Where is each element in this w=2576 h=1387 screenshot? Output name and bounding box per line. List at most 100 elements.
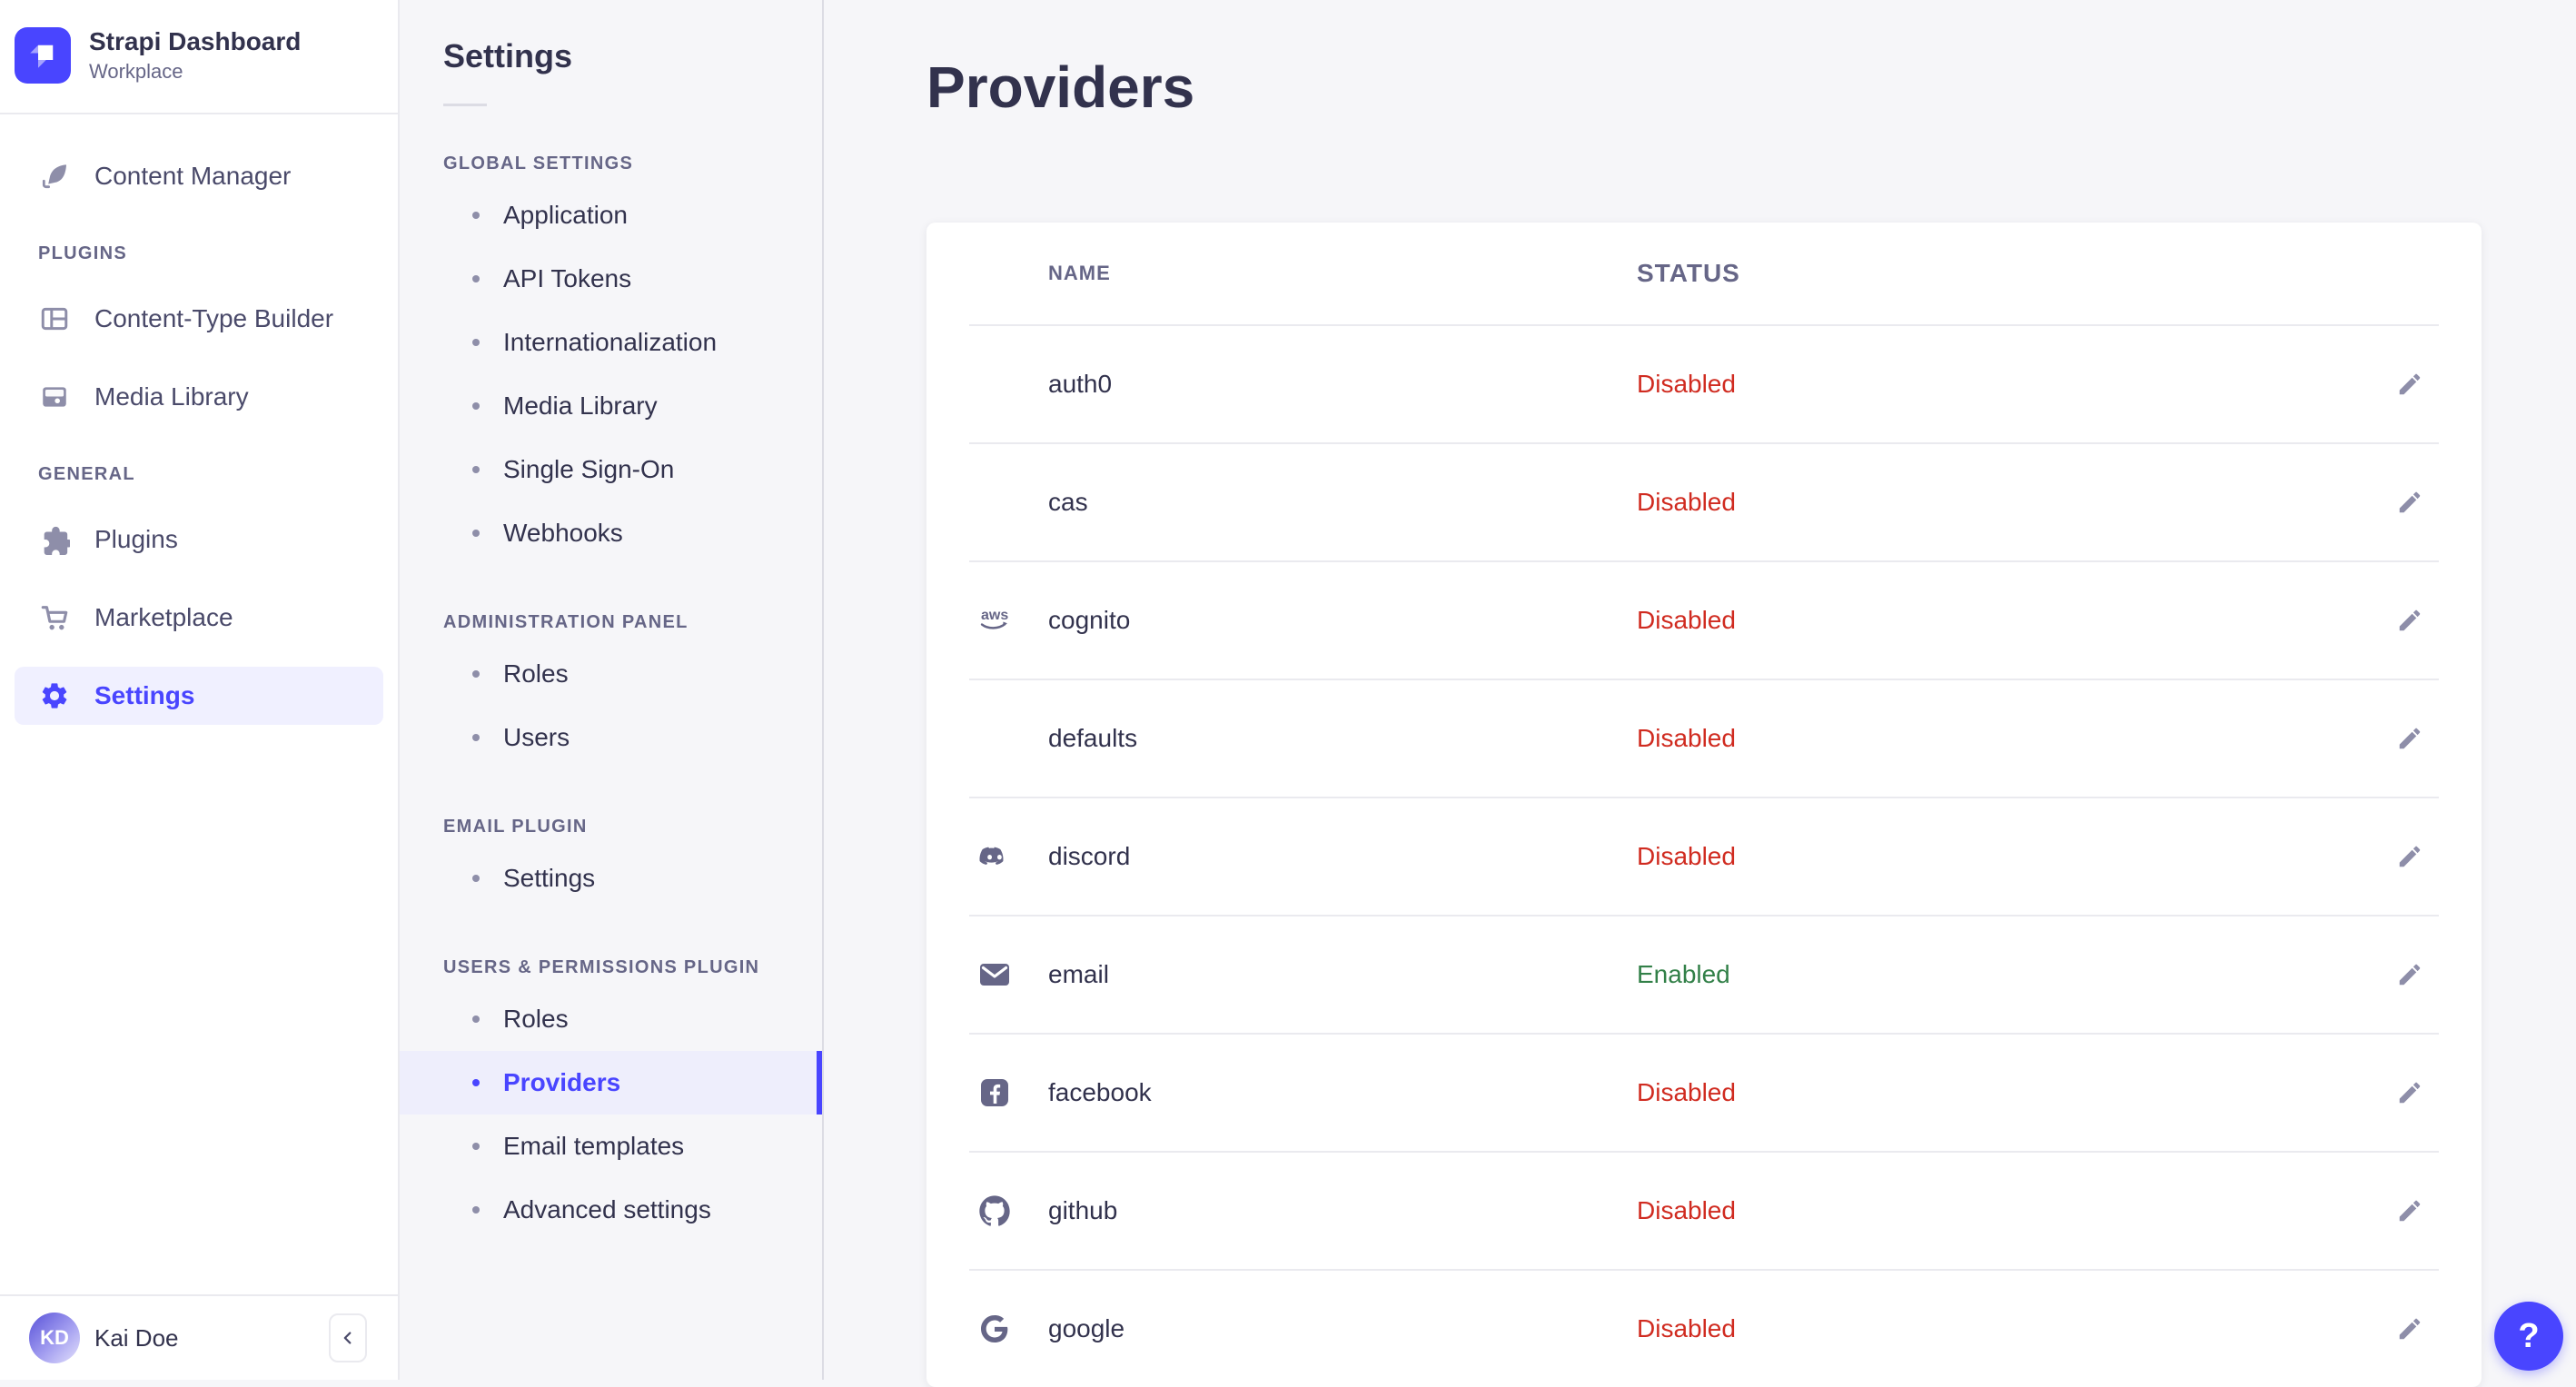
pencil-icon	[2399, 1318, 2421, 1340]
page-title: Providers	[926, 54, 1195, 120]
pencil-icon	[2399, 609, 2421, 631]
status-badge: Disabled	[1637, 1314, 1736, 1342]
svg-text:aws: aws	[981, 608, 1008, 623]
pencil-icon	[2399, 491, 2421, 513]
subnav-item-single-sign-on[interactable]: Single Sign-On	[400, 438, 822, 501]
bullet-icon	[472, 275, 480, 282]
subnav-item-admin-users[interactable]: Users	[400, 706, 822, 769]
edit-provider-button[interactable]	[2392, 602, 2428, 639]
subnav-title: Settings	[443, 37, 573, 74]
main-sidebar: Strapi Dashboard Workplace Content Manag…	[0, 0, 400, 1380]
table-row[interactable]: aws cognito Disabled	[969, 560, 2439, 679]
edit-provider-button[interactable]	[2392, 366, 2428, 402]
table-row[interactable]: facebook Disabled	[969, 1033, 2439, 1151]
gear-icon	[38, 679, 71, 712]
table-row[interactable]: auth0 Disabled	[969, 324, 2439, 442]
provider-name: email	[1048, 960, 1109, 988]
subnav-section-title: USERS & PERMISSIONS PLUGIN	[443, 957, 760, 977]
cart-icon	[38, 601, 71, 634]
edit-provider-button[interactable]	[2392, 484, 2428, 520]
sidebar-item-plugins[interactable]: Plugins	[15, 510, 383, 569]
table-row[interactable]: email Enabled	[969, 915, 2439, 1033]
subnav-item-api-tokens[interactable]: API Tokens	[400, 247, 822, 311]
subnav-item-advanced-settings[interactable]: Advanced settings	[400, 1178, 822, 1242]
subnav-item-admin-roles[interactable]: Roles	[400, 642, 822, 706]
provider-name: auth0	[1048, 370, 1113, 398]
providers-table: NAME STATUS auth0 Disabled cas Disabled	[926, 223, 2482, 1387]
subnav-section-title: EMAIL PLUGIN	[443, 817, 588, 837]
edit-provider-button[interactable]	[2392, 956, 2428, 993]
bullet-icon	[472, 734, 480, 741]
avatar: KD	[29, 1313, 80, 1363]
help-button[interactable]: ?	[2494, 1302, 2563, 1371]
subnav-item-label: Media Library	[503, 391, 658, 420]
sidebar-item-media-library[interactable]: Media Library	[15, 368, 383, 426]
status-badge: Disabled	[1637, 488, 1736, 516]
table-row[interactable]: cas Disabled	[969, 442, 2439, 560]
table-row[interactable]: github Disabled	[969, 1151, 2439, 1269]
pencil-icon	[2399, 728, 2421, 749]
provider-name: cognito	[1048, 606, 1131, 634]
subnav-item-application[interactable]: Application	[400, 183, 822, 247]
subnav-item-webhooks[interactable]: Webhooks	[400, 501, 822, 565]
subnav-item-label: Advanced settings	[503, 1195, 711, 1224]
status-badge: Disabled	[1637, 1078, 1736, 1106]
facebook-icon	[976, 1075, 1013, 1111]
table-row[interactable]: discord Disabled	[969, 797, 2439, 915]
workspace-name: Strapi Dashboard	[89, 27, 302, 55]
subnav-item-providers[interactable]: Providers	[400, 1051, 822, 1115]
sidebar-item-content-type-builder[interactable]: Content-Type Builder	[15, 290, 383, 348]
puzzle-icon	[38, 523, 71, 556]
edit-provider-button[interactable]	[2392, 838, 2428, 875]
subnav-section-users-permissions-plugin: USERS & PERMISSIONS PLUGIN Roles Provide…	[400, 957, 822, 1242]
subnav-section-administration-panel: ADMINISTRATION PANEL Roles Users	[400, 612, 822, 769]
sidebar-item-marketplace[interactable]: Marketplace	[15, 589, 383, 647]
edit-provider-button[interactable]	[2392, 1311, 2428, 1347]
sidebar-item-settings[interactable]: Settings	[15, 667, 383, 726]
subnav-item-label: Email templates	[503, 1132, 685, 1160]
subnav-section-title: ADMINISTRATION PANEL	[443, 612, 689, 632]
provider-name: discord	[1048, 842, 1131, 870]
subnav-item-internationalization[interactable]: Internationalization	[400, 311, 822, 374]
provider-icon-empty	[976, 484, 1013, 520]
sidebar-section-plugins: PLUGINS	[38, 243, 127, 264]
provider-icon-empty	[976, 720, 1013, 757]
column-header-name: NAME	[1048, 262, 1111, 284]
status-badge: Enabled	[1637, 960, 1730, 988]
provider-icon-empty	[976, 366, 1013, 402]
bullet-icon	[472, 466, 480, 473]
status-badge: Disabled	[1637, 606, 1736, 634]
subnav-item-media-library[interactable]: Media Library	[400, 374, 822, 438]
pencil-icon	[2399, 1200, 2421, 1222]
sidebar-item-content-manager[interactable]: Content Manager	[15, 147, 383, 205]
subnav-item-email-settings[interactable]: Settings	[400, 847, 822, 910]
content-type-builder-icon	[38, 302, 71, 335]
subnav-item-label: Single Sign-On	[503, 455, 675, 483]
bullet-icon	[472, 402, 480, 410]
workspace-brand[interactable]: Strapi Dashboard Workplace	[0, 0, 398, 113]
subnav-section-email-plugin: EMAIL PLUGIN Settings	[400, 817, 822, 910]
bullet-icon	[472, 1143, 480, 1150]
table-row[interactable]: google Disabled	[969, 1269, 2439, 1387]
subnav-item-label: Users	[503, 723, 570, 751]
edit-provider-button[interactable]	[2392, 1075, 2428, 1111]
edit-provider-button[interactable]	[2392, 720, 2428, 757]
settings-subnav: Settings GLOBAL SETTINGS Application API…	[400, 0, 824, 1380]
table-row[interactable]: defaults Disabled	[969, 679, 2439, 797]
subnav-item-label: API Tokens	[503, 264, 632, 292]
bullet-icon	[472, 1206, 480, 1214]
user-menu[interactable]: KD Kai Doe	[0, 1294, 398, 1380]
collapse-sidebar-button[interactable]	[329, 1313, 367, 1362]
subnav-item-label: Webhooks	[503, 519, 623, 547]
bullet-icon	[472, 212, 480, 219]
github-icon	[976, 1193, 1013, 1229]
subnav-item-up-roles[interactable]: Roles	[400, 987, 822, 1051]
edit-provider-button[interactable]	[2392, 1193, 2428, 1229]
subnav-item-email-templates[interactable]: Email templates	[400, 1115, 822, 1178]
main-content: Providers NAME STATUS auth0 Disabled cas…	[824, 0, 2576, 1387]
status-badge: Disabled	[1637, 724, 1736, 752]
provider-name: google	[1048, 1314, 1125, 1342]
chevron-left-icon	[343, 1332, 352, 1344]
bullet-icon	[472, 875, 480, 882]
